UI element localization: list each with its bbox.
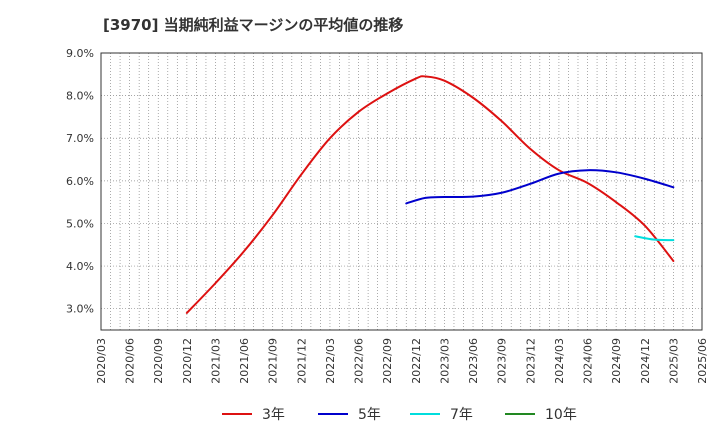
- y-tick-label: 6.0%: [66, 175, 94, 188]
- x-tick-label: 2022/09: [381, 338, 394, 384]
- x-tick-label: 2021/03: [209, 338, 222, 384]
- x-tick-label: 2023/09: [496, 338, 509, 384]
- x-tick-label: 2021/06: [238, 338, 251, 384]
- x-tick-label: 2024/06: [582, 338, 595, 384]
- x-tick-label: 2022/03: [324, 338, 337, 384]
- x-tick-label: 2025/03: [667, 338, 680, 384]
- series-line-0: [185, 75, 675, 314]
- x-tick-label: 2024/09: [610, 338, 623, 384]
- y-tick-label: 7.0%: [66, 132, 94, 145]
- plot-area: [101, 53, 702, 330]
- chart-title: [3970] 当期純利益マージンの平均値の推移: [103, 16, 404, 34]
- x-tick-label: 2023/06: [467, 338, 480, 384]
- series-line-2: [634, 235, 675, 242]
- x-tick-label: 2021/12: [295, 338, 308, 384]
- x-tick-label: 2020/06: [124, 338, 137, 384]
- y-tick-label: 3.0%: [66, 303, 94, 316]
- x-tick-label: 2022/12: [410, 338, 423, 384]
- x-tick-label: 2024/03: [553, 338, 566, 384]
- x-tick-label: 2022/06: [353, 338, 366, 384]
- x-tick-label: 2023/03: [438, 338, 451, 384]
- y-tick-label: 9.0%: [66, 47, 94, 60]
- x-tick-label: 2020/03: [95, 338, 108, 384]
- x-tick-label: 2020/12: [181, 338, 194, 384]
- x-tick-label: 2024/12: [639, 338, 652, 384]
- legend-label-0: 3年: [262, 407, 285, 423]
- y-tick-label: 4.0%: [66, 260, 94, 273]
- legend-label-2: 7年: [450, 407, 473, 423]
- x-tick-label: 2023/12: [524, 338, 537, 384]
- legend-label-3: 10年: [545, 407, 577, 423]
- x-tick-label: 2020/09: [152, 338, 165, 384]
- x-tick-label: 2021/09: [267, 338, 280, 384]
- y-tick-label: 5.0%: [66, 217, 94, 230]
- y-tick-label: 8.0%: [66, 90, 94, 103]
- series-line-1: [405, 169, 675, 205]
- x-tick-label: 2025/06: [696, 338, 709, 384]
- plot-frame: [100, 52, 703, 331]
- legend-label-1: 5年: [358, 407, 381, 423]
